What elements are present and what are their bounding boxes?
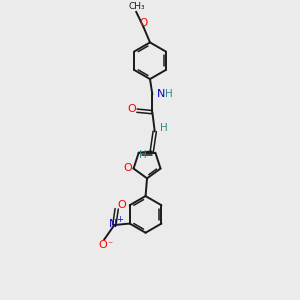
Text: N: N [109, 219, 117, 229]
Text: +: + [116, 215, 123, 224]
Text: O: O [127, 104, 136, 114]
Text: H: H [139, 150, 147, 160]
Text: O: O [98, 240, 107, 250]
Text: O: O [123, 163, 132, 173]
Text: H: H [160, 123, 168, 134]
Text: H: H [165, 89, 173, 99]
Text: N: N [157, 89, 165, 99]
Text: O: O [140, 18, 148, 28]
Text: CH₃: CH₃ [128, 2, 145, 11]
Text: ⁻: ⁻ [107, 241, 112, 251]
Text: O: O [118, 200, 126, 210]
